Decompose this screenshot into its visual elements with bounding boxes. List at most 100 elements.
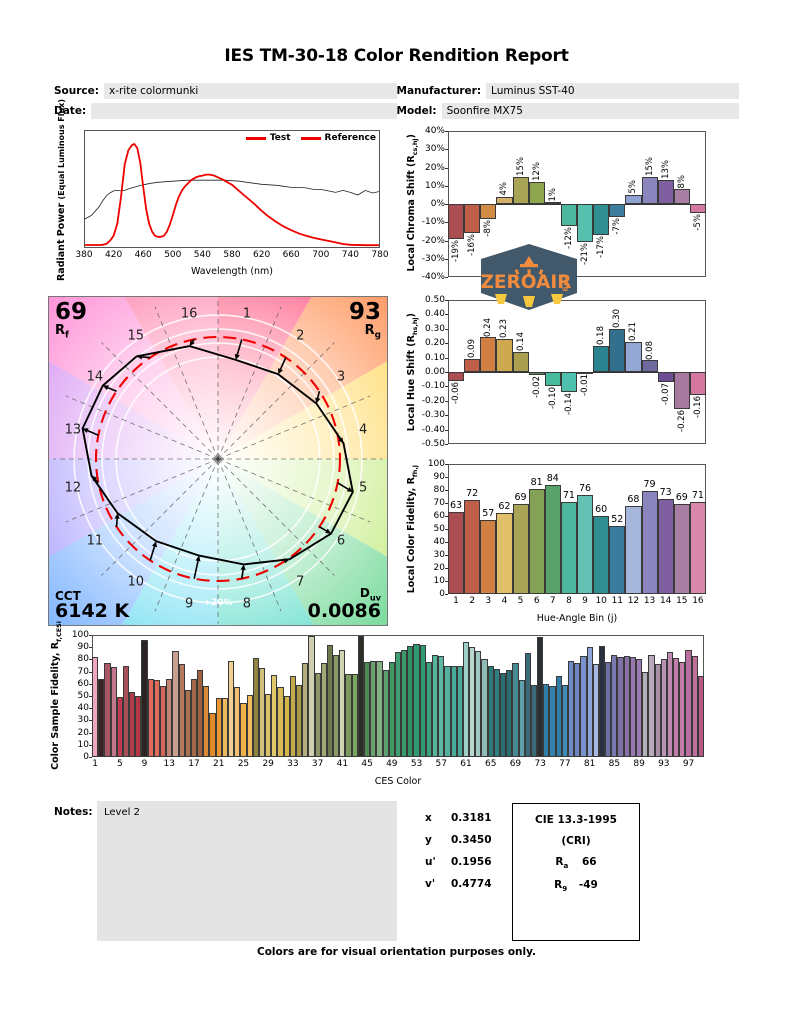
bar-value-label: 0.23 <box>499 318 510 338</box>
bar <box>641 360 658 372</box>
cvg-bin-label-12: 12 <box>64 480 82 496</box>
legend-label: Reference <box>324 133 376 143</box>
spd-x-tick: 380 <box>75 250 93 260</box>
bar <box>129 692 136 757</box>
bar <box>544 202 561 205</box>
rf-score: 69 Rf <box>55 299 88 341</box>
bar <box>178 664 185 757</box>
bar <box>438 655 445 757</box>
legend-item-test: Test <box>245 133 291 143</box>
bar-value-label: 60 <box>595 504 608 515</box>
y-tick-label: -40% <box>421 272 445 282</box>
y-tick-label: 90 <box>77 642 89 653</box>
bar-value-label: -12% <box>563 226 574 249</box>
y-tick-mark <box>89 671 92 673</box>
bar <box>141 639 148 757</box>
date-value[interactable] <box>91 103 397 119</box>
source-value[interactable]: x-rite colormunki <box>103 83 397 99</box>
y-tick-label: 30% <box>424 144 445 155</box>
bar <box>407 645 414 757</box>
bar-value-label: -7% <box>612 217 623 235</box>
y-tick-label: 80 <box>433 485 445 495</box>
bar <box>673 189 690 204</box>
bar <box>209 713 216 757</box>
cie-row: v' 0.4774 <box>425 878 515 890</box>
bar-value-label: -0.10 <box>547 387 558 410</box>
ces-x-axis-title: CES Color <box>374 776 422 787</box>
y-tick-label: -20% <box>421 235 445 246</box>
bar <box>528 372 545 375</box>
cvg-bin-label-7: 7 <box>296 574 305 590</box>
bar <box>480 204 497 219</box>
cvg-bin-label-14: 14 <box>86 369 104 385</box>
bar <box>252 658 259 757</box>
y-tick-label: 10 <box>77 739 89 750</box>
bar <box>629 656 636 757</box>
y-tick-label: 40% <box>424 126 445 136</box>
y-tick-label: 0.10 <box>424 352 445 363</box>
y-tick-label: 50 <box>77 691 89 701</box>
bar-value-label: -0.07 <box>660 383 671 406</box>
y-tick-mark <box>445 555 448 556</box>
bar <box>689 372 706 396</box>
cvg-bin-label-10: 10 <box>127 574 145 590</box>
y-tick-label: -0.10 <box>421 381 445 392</box>
y-tick-mark <box>445 542 448 543</box>
x-tick-label: 5 <box>116 759 123 769</box>
y-tick-label: -30% <box>421 253 445 264</box>
bar <box>122 665 130 757</box>
bar <box>586 647 593 757</box>
bar <box>657 499 674 594</box>
bar <box>110 666 117 757</box>
spd-x-tick: 740 <box>341 250 359 260</box>
notes-field[interactable]: Level 2 <box>97 801 397 941</box>
rg-score: 93 Rg <box>348 299 381 341</box>
spd-x-tick: 620 <box>253 250 271 260</box>
cri-summary-box: CIE 13.3-1995 (CRI) Ra 66 R9 -49 <box>512 803 640 941</box>
y-tick-mark <box>89 635 92 636</box>
local-chroma-shift-chart: Local Chroma Shift (Rcs,hj) 40% 30% 20% 10%… <box>404 126 708 288</box>
x-tick-label: 12 <box>627 596 640 606</box>
cct-label: CCT <box>55 589 81 603</box>
y-tick-mark <box>445 594 448 595</box>
date-label: Date: <box>54 105 87 117</box>
bar-value-label: 52 <box>611 514 624 526</box>
bar <box>320 663 327 757</box>
y-tick-label: 60 <box>77 678 89 689</box>
bar <box>648 654 655 757</box>
bar-value-label: -0.06 <box>451 381 462 404</box>
bar <box>592 664 599 757</box>
x-tick-label: 69 <box>509 759 522 769</box>
y-tick-label: 40 <box>433 537 445 547</box>
manufacturer-value[interactable]: Luminus SST-40 <box>486 83 739 99</box>
y-tick-label: 0.40 <box>424 309 445 320</box>
bar <box>475 650 482 757</box>
spd-x-axis-title: Wavelength (nm) <box>190 266 274 277</box>
cvg-ring-label: +20% <box>203 597 233 608</box>
bar-value-label: 0.24 <box>483 317 494 337</box>
y-tick-mark <box>89 696 92 697</box>
bar <box>444 665 451 757</box>
y-tick-label: -0.40 <box>421 424 445 435</box>
bar <box>277 687 284 757</box>
bar <box>611 654 618 757</box>
bar <box>339 649 346 757</box>
y-tick-mark <box>89 659 92 661</box>
bar <box>609 328 626 372</box>
cvg-bin-label-5: 5 <box>359 480 368 496</box>
bar-value-label: -0.02 <box>531 375 542 398</box>
bar <box>544 484 561 594</box>
bar <box>561 685 568 757</box>
x-tick-label: 45 <box>361 759 373 769</box>
bar <box>598 645 606 757</box>
legend-swatch <box>300 136 321 140</box>
bar <box>496 338 513 372</box>
bar <box>462 642 470 757</box>
bar-value-label: 69 <box>675 492 688 504</box>
model-value[interactable]: Soonfire MX75 <box>441 103 739 119</box>
bar-value-label: 13% <box>660 160 671 180</box>
x-tick-label: 10 <box>595 596 607 606</box>
y-tick-mark <box>445 277 448 278</box>
bar <box>271 675 278 757</box>
